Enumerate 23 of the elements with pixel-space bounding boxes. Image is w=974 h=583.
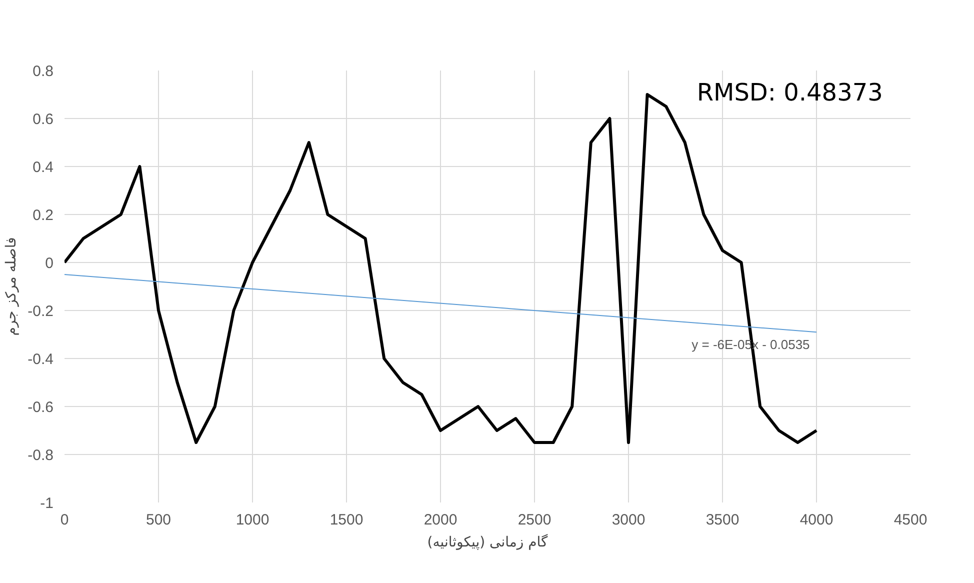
y-tick-label: -1 xyxy=(40,495,54,512)
annotation: RMSD: 0.48373 xyxy=(696,78,883,106)
y-tick-label: 0.4 xyxy=(32,159,54,176)
x-tick-label: 3000 xyxy=(612,512,646,528)
y-tick-label: 0.6 xyxy=(32,111,54,128)
y-tick-label: 0.2 xyxy=(32,207,54,224)
x-tick-label: 4000 xyxy=(800,512,834,528)
x-tick-label: 1000 xyxy=(236,512,270,528)
y-tick-label: -0.8 xyxy=(28,447,54,464)
y-axis-title: فاصله مرکز جرم xyxy=(4,237,20,336)
y-tick-label: 0 xyxy=(45,255,54,272)
y-tick-label: -0.6 xyxy=(28,399,54,416)
y-tick-label: 0.8 xyxy=(32,63,54,80)
x-tick-label: 4500 xyxy=(894,512,928,528)
x-tick-label: 1500 xyxy=(330,512,364,528)
y-tick-label: -0.4 xyxy=(28,351,54,368)
y-tick-label: -0.2 xyxy=(28,303,54,320)
x-tick-label: 500 xyxy=(146,512,172,528)
x-axis-title: گام زمانی (پیکوثانیه) xyxy=(427,534,548,550)
x-tick-label: 0 xyxy=(60,512,69,528)
x-tick-label: 2500 xyxy=(518,512,552,528)
x-tick-label: 3500 xyxy=(706,512,740,528)
x-tick-label: 2000 xyxy=(424,512,458,528)
